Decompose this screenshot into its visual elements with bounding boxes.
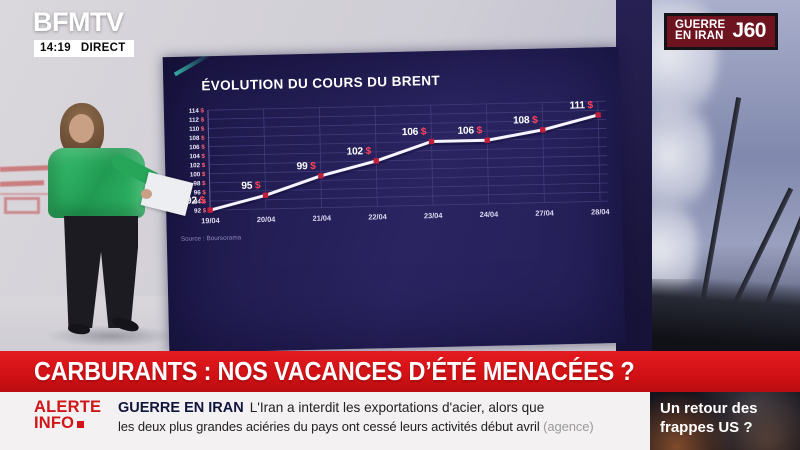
svg-text:112 $: 112 $	[189, 117, 205, 124]
ticker-category: GUERRE EN IRAN	[118, 400, 244, 416]
svg-text:28/04: 28/04	[591, 207, 611, 216]
svg-text:92 $: 92 $	[194, 207, 207, 214]
svg-text:108 $: 108 $	[189, 135, 205, 142]
wall-decor-stroke	[0, 180, 45, 187]
next-story-line1: Un retour des	[660, 400, 758, 417]
alert-info-label: ALERTE INFO	[34, 398, 102, 432]
svg-text:99 $: 99 $	[296, 161, 316, 172]
chart-video-wall: ÉVOLUTION DU COURS DU BRENT 92 $94 $96 $…	[162, 46, 626, 354]
svg-text:22/04: 22/04	[368, 212, 388, 221]
direct-label: DIRECT	[80, 42, 126, 54]
svg-text:27/04: 27/04	[535, 208, 555, 217]
war-day-badge: GUERRE EN IRAN J60	[664, 13, 778, 50]
svg-text:100 $: 100 $	[190, 171, 206, 178]
svg-text:20/04: 20/04	[257, 215, 277, 224]
news-ticker: ALERTE INFO GUERRE EN IRAN L'Iran a inter…	[0, 392, 650, 450]
wall-decor-glyph	[4, 197, 40, 214]
svg-text:106 $: 106 $	[457, 125, 482, 137]
presenter	[46, 103, 202, 351]
next-story-card: Un retour des frappes US ?	[650, 392, 800, 450]
svg-text:19/04: 19/04	[201, 216, 221, 225]
badge-title: GUERRE EN IRAN	[675, 18, 726, 42]
svg-text:114 $: 114 $	[189, 107, 205, 114]
svg-text:104 $: 104 $	[189, 153, 205, 160]
svg-text:94 $: 94 $	[194, 198, 207, 205]
presenter-hand	[141, 189, 152, 199]
svg-text:106 $: 106 $	[402, 127, 427, 139]
badge-day-counter: J60	[732, 19, 766, 42]
brent-price-chart: 92 $94 $96 $98 $100 $102 $104 $106 $108 …	[181, 100, 611, 243]
time-direct-box: 14:19 DIRECT	[34, 40, 134, 57]
headline-text: CARBURANTS : NOS VACANCES D’ÉTÉ MENACÉES…	[34, 356, 635, 386]
agency-tag: (agence)	[543, 419, 594, 434]
svg-text:102 $: 102 $	[190, 162, 206, 169]
presenter-shadow	[46, 325, 176, 347]
svg-text:21/04: 21/04	[312, 213, 332, 222]
svg-text:24/04: 24/04	[480, 210, 500, 219]
svg-text:95 $: 95 $	[241, 180, 261, 191]
ticker-line2: les deux plus grandes aciéries du pays o…	[118, 419, 540, 434]
presenter-face	[69, 114, 94, 143]
clock-time: 14:19	[40, 42, 71, 54]
svg-text:Source : Boursorama: Source : Boursorama	[181, 234, 242, 242]
presenter-pants	[64, 216, 138, 328]
wall-decor-stroke	[0, 165, 53, 172]
alert-square-icon	[77, 421, 85, 428]
svg-text:98 $: 98 $	[193, 180, 206, 187]
svg-text:108 $: 108 $	[513, 115, 538, 127]
ticker-text: GUERRE EN IRAN L'Iran a interdit les expo…	[118, 398, 653, 436]
ticker-line1: L'Iran a interdit les exportations d'aci…	[249, 400, 545, 415]
headline-banner: CARBURANTS : NOS VACANCES D’ÉTÉ MENACÉES…	[0, 351, 800, 392]
svg-text:102 $: 102 $	[346, 146, 371, 158]
svg-text:96 $: 96 $	[194, 189, 207, 196]
svg-text:111 $: 111 $	[569, 100, 593, 112]
svg-text:106 $: 106 $	[189, 144, 205, 151]
bfmtv-logo: BFMTV	[33, 7, 124, 37]
chart-title: ÉVOLUTION DU COURS DU BRENT	[201, 72, 441, 94]
svg-text:23/04: 23/04	[424, 211, 444, 220]
war-photo-missiles	[652, 0, 800, 394]
next-story-line2: frappes US ?	[660, 418, 753, 436]
svg-text:92 $: 92 $	[186, 195, 206, 206]
svg-text:110 $: 110 $	[189, 126, 205, 133]
